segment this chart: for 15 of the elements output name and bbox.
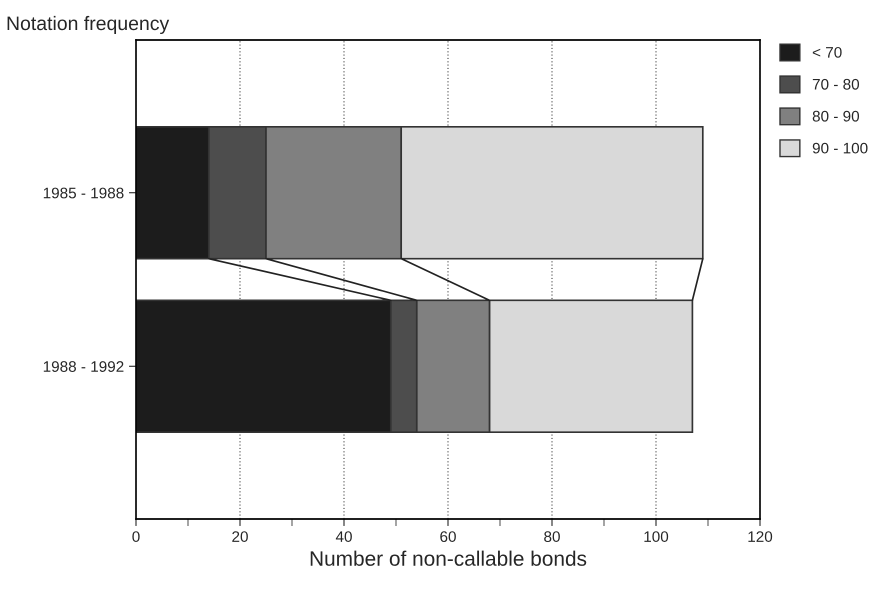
chart-title: Notation frequency	[8, 16, 170, 34]
x-tick-label: 20	[232, 531, 248, 542]
y-tick-label: 1985 - 1988	[44, 188, 124, 198]
x-axis-title: Number of non-callable bonds	[310, 550, 586, 566]
legend-label: 70 - 80	[812, 78, 860, 90]
x-tick-label: 60	[440, 531, 456, 542]
x-tick-label: 120	[748, 531, 772, 542]
legend-label: 80 - 90	[812, 110, 860, 122]
x-tick-label: 40	[336, 531, 352, 542]
x-tick-label: 80	[544, 531, 560, 542]
x-tick-label: 0	[132, 531, 140, 542]
legend-label: 90 - 100	[812, 142, 868, 154]
legend-label: < 70	[812, 46, 842, 58]
y-tick-label: 1988 - 1992	[44, 361, 124, 372]
x-tick-label: 100	[644, 531, 668, 542]
